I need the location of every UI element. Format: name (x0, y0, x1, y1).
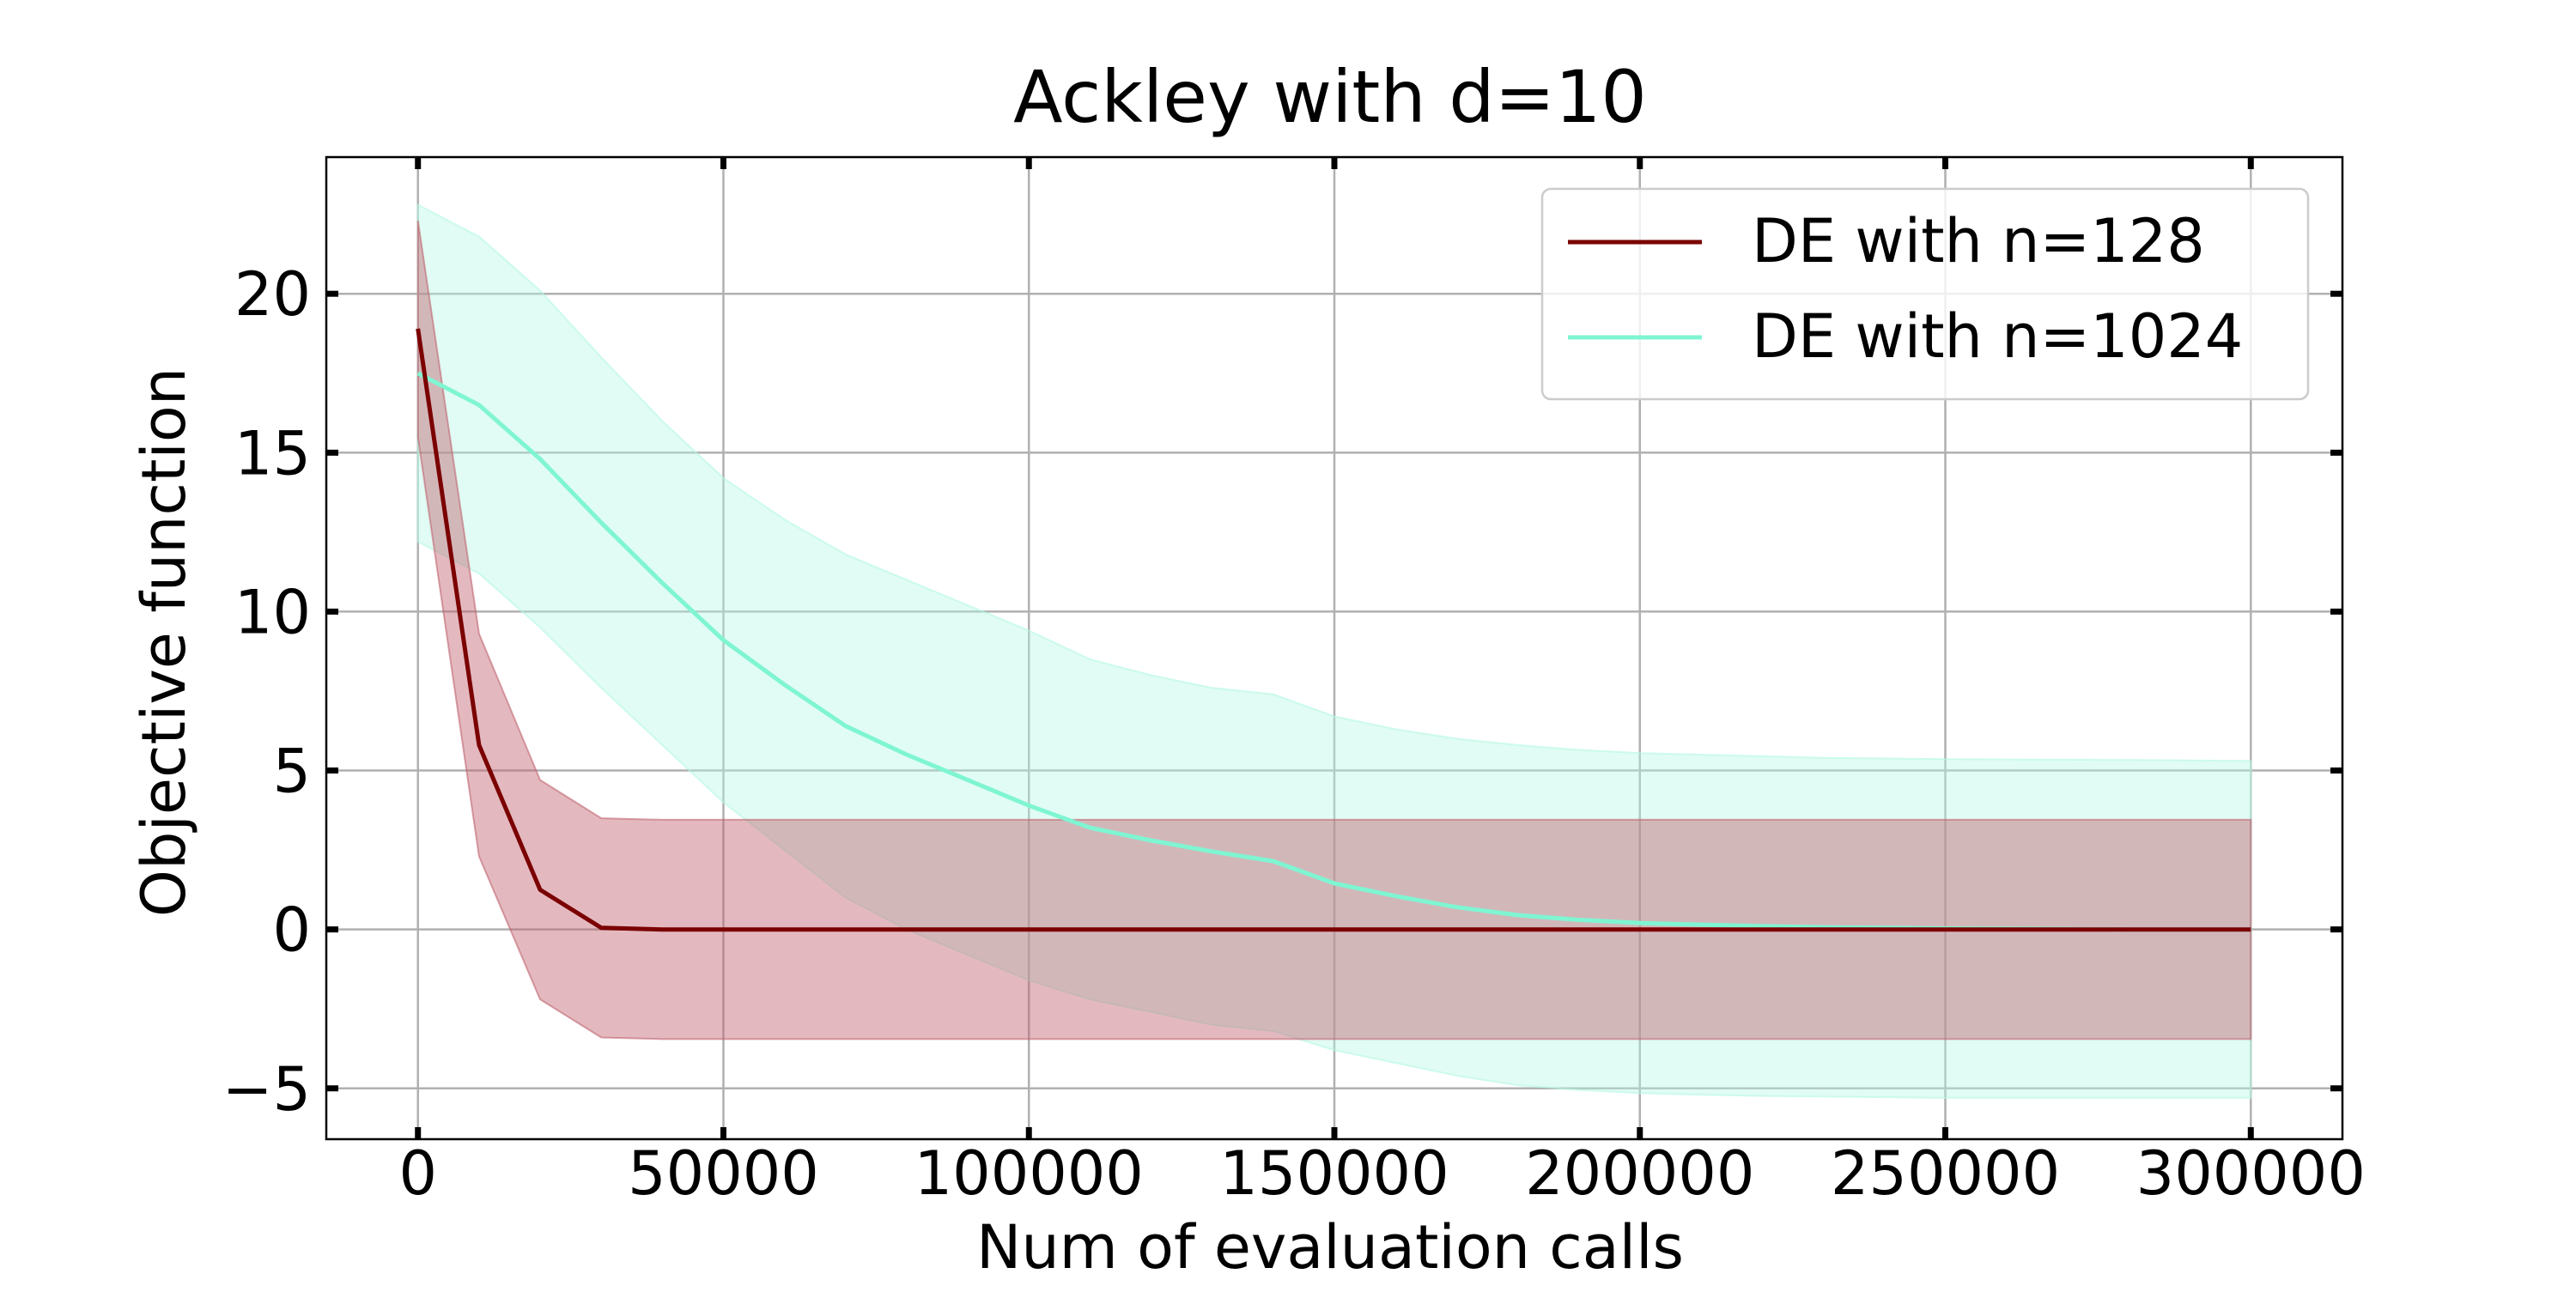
x-axis-label: Num of evaluation calls (976, 1212, 1684, 1283)
x-tick-label: 200000 (1525, 1138, 1754, 1209)
y-tick-label: 5 (272, 737, 311, 807)
x-tick-label: 0 (398, 1138, 437, 1209)
legend-box (1540, 187, 2310, 401)
series-line-n128 (416, 328, 2251, 932)
confidence-band-n128 (416, 220, 2252, 1040)
y-axis-label: Objective function (129, 367, 199, 917)
axis-ticks (326, 157, 2342, 1139)
legend: DE with n=128 DE with n=1024 (1540, 187, 2310, 401)
x-tick-label: 250000 (1831, 1138, 2060, 1209)
chart-title: Ackley with d=10 (1013, 55, 1647, 139)
y-tick-label: 0 (272, 895, 311, 966)
legend-label-n128: DE with n=128 (1752, 206, 2205, 276)
series-lines (416, 328, 2251, 932)
confidence-band-n1024 (416, 203, 2252, 1099)
x-tick-labels: 0 50000 100000 150000 200000 250000 300000 (398, 1138, 2365, 1209)
x-tick-label: 100000 (914, 1138, 1144, 1209)
x-tick-label: 150000 (1219, 1138, 1449, 1209)
legend-label-n1024: DE with n=1024 (1752, 301, 2243, 372)
x-tick-label: 50000 (628, 1138, 819, 1209)
y-tick-labels: −5 0 5 10 15 20 (222, 259, 311, 1125)
x-tick-label: 300000 (2136, 1138, 2366, 1209)
confidence-bands (416, 203, 2252, 1099)
y-tick-label: 20 (234, 259, 311, 330)
y-tick-label: −5 (222, 1054, 311, 1125)
y-tick-label: 10 (234, 577, 311, 647)
y-tick-label: 15 (234, 418, 311, 488)
